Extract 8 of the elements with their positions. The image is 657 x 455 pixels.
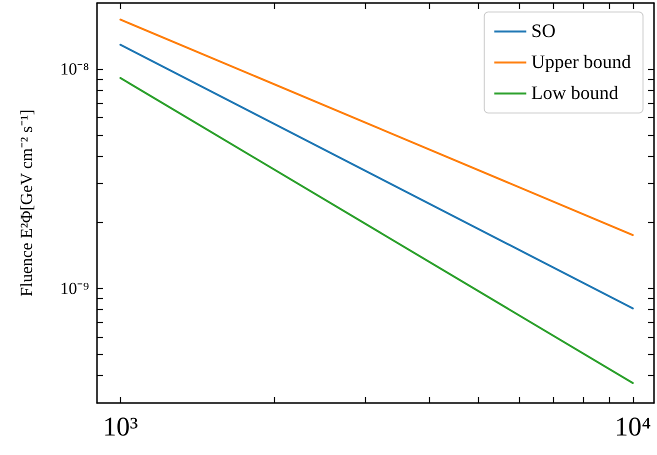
y-tick-label: 10⁻⁹ bbox=[60, 278, 90, 298]
legend-label: Low bound bbox=[531, 83, 619, 104]
legend-label: SO bbox=[531, 21, 556, 42]
y-axis-title: Fluence E²Φ[GeV cm⁻² s⁻¹] bbox=[17, 109, 36, 297]
y-tick-label: 10⁻⁸ bbox=[60, 60, 90, 79]
x-tick-label: 10⁴ bbox=[614, 412, 652, 442]
x-tick-label: 10³ bbox=[102, 412, 138, 442]
legend-label: Upper bound bbox=[531, 52, 632, 73]
